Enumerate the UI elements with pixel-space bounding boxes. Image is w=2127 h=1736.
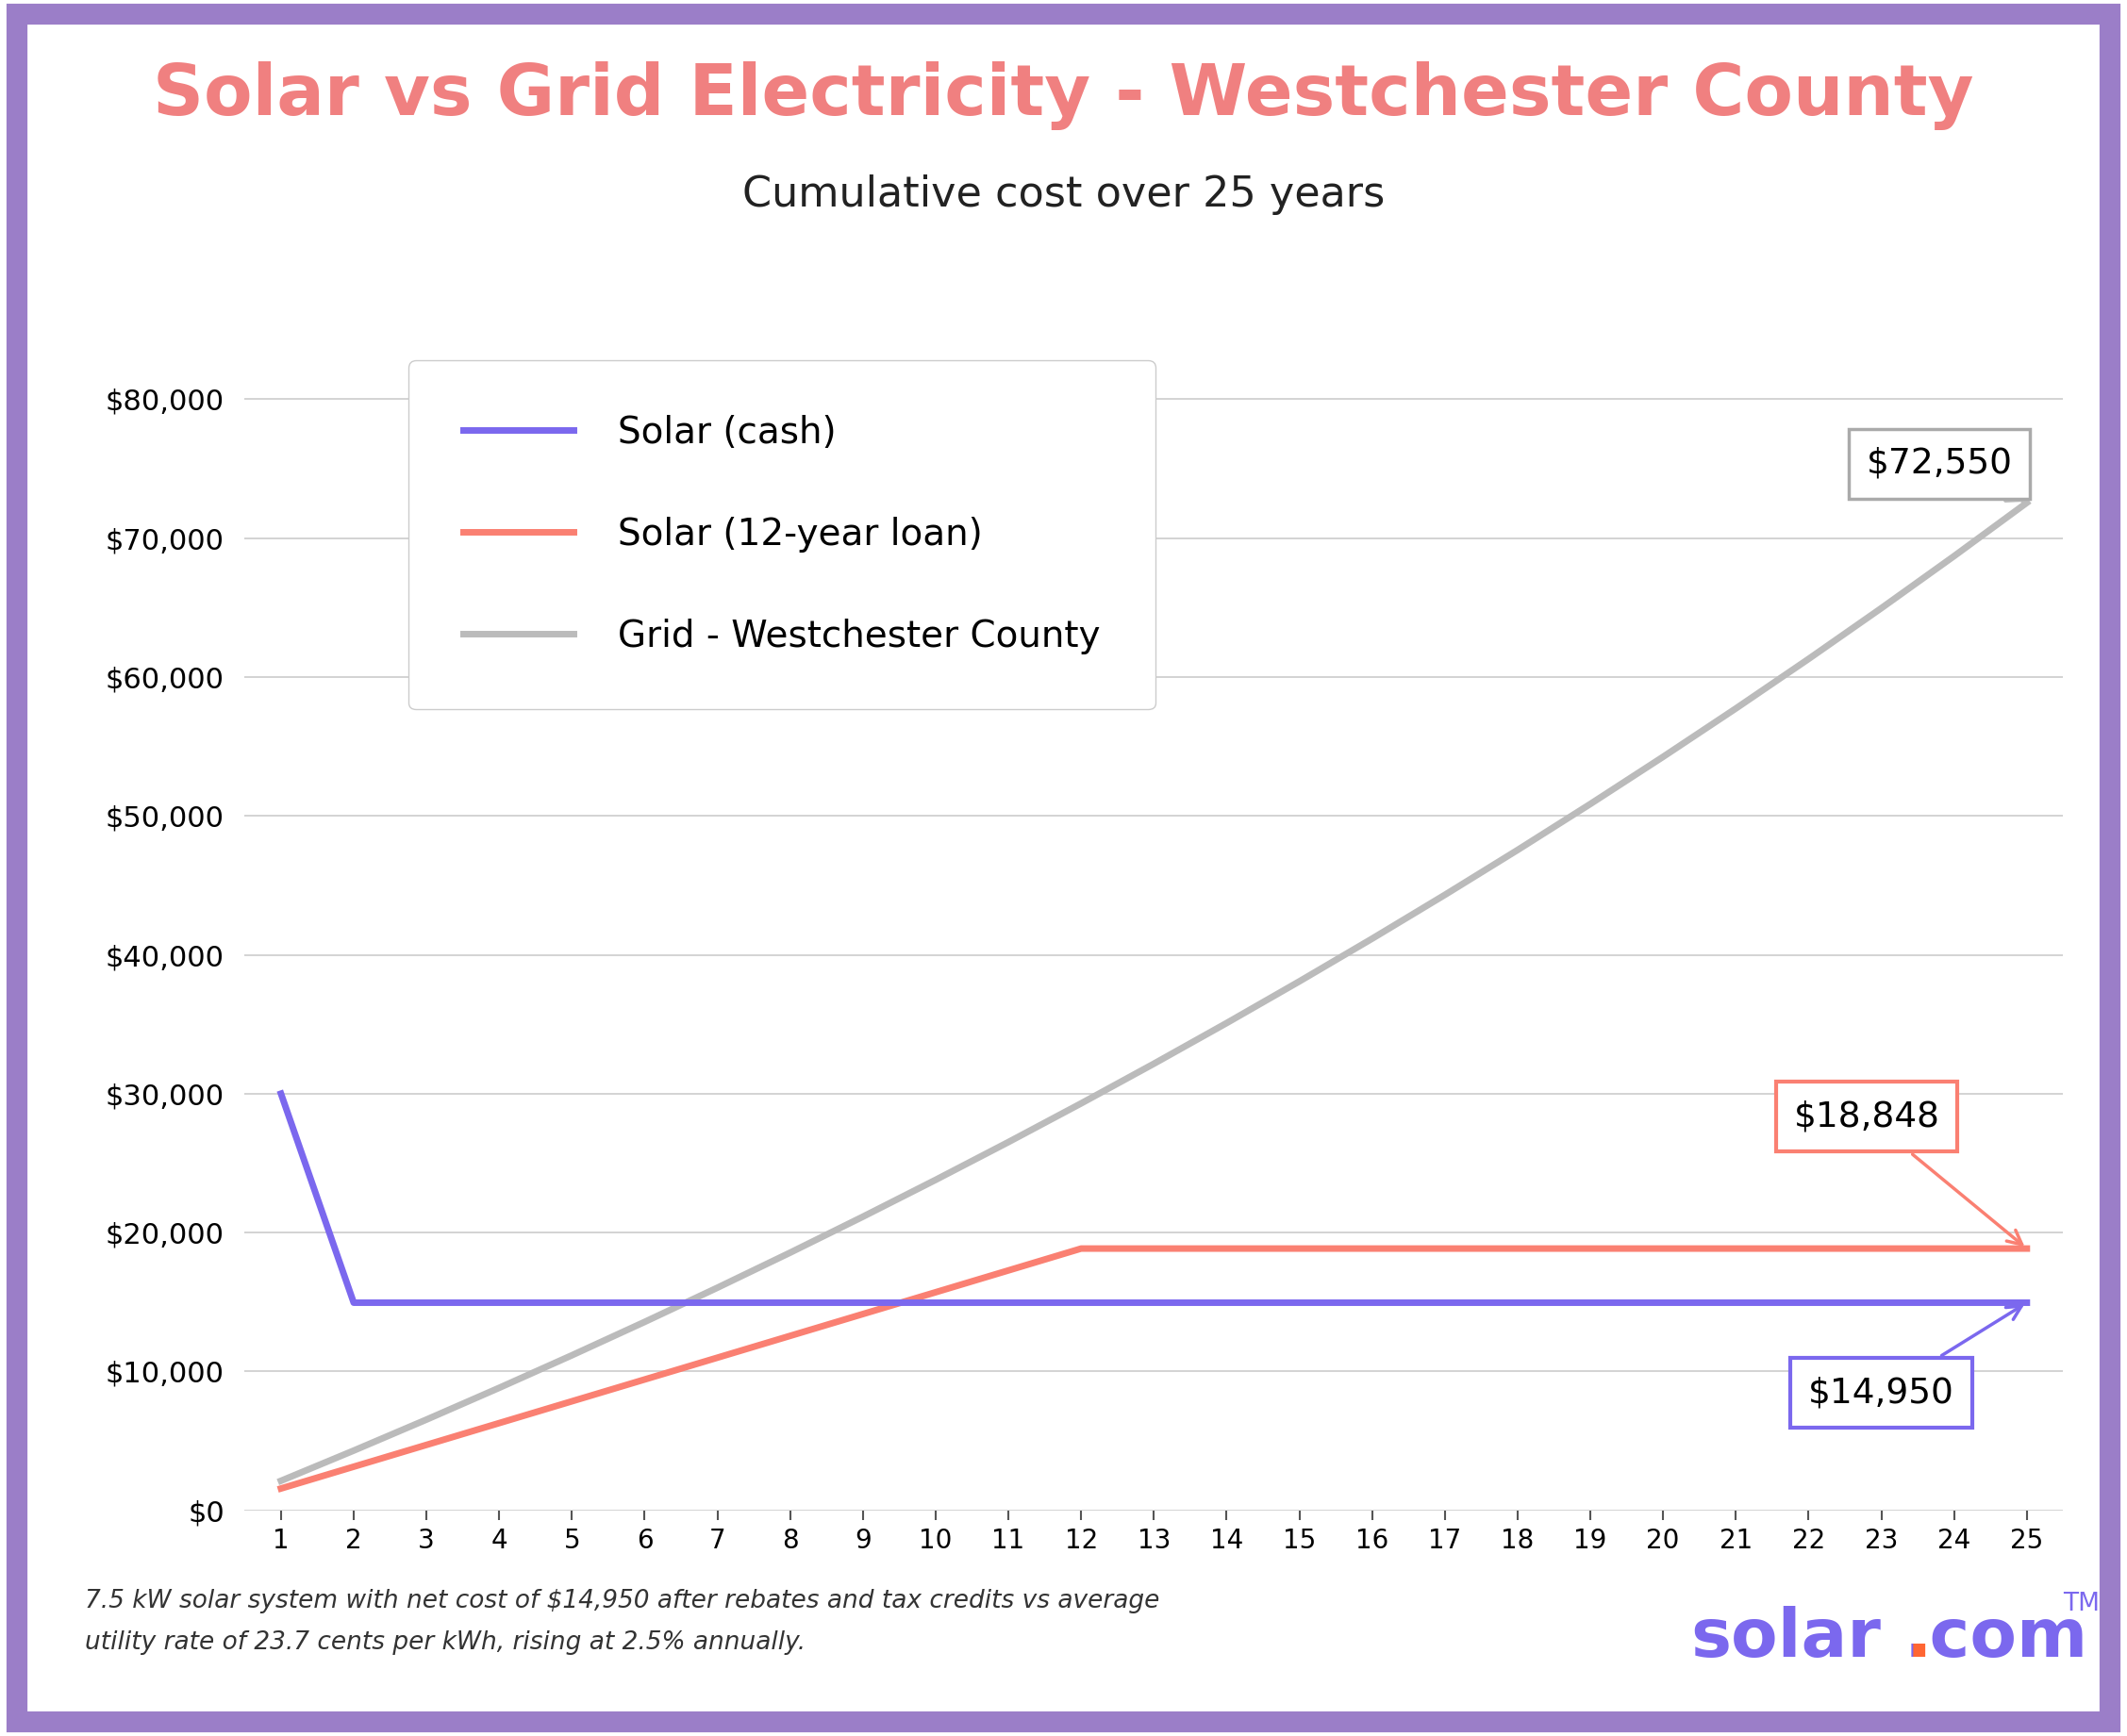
- Text: Solar vs Grid Electricity - Westchester County: Solar vs Grid Electricity - Westchester …: [153, 61, 1974, 130]
- Legend: Solar (cash), Solar (12-year loan), Grid - Westchester County: Solar (cash), Solar (12-year loan), Grid…: [408, 359, 1155, 710]
- Text: $14,950: $14,950: [1808, 1305, 2021, 1410]
- Text: $72,550: $72,550: [1865, 446, 2023, 502]
- Text: 7.5 kW solar system with net cost of $14,950 after rebates and tax credits vs av: 7.5 kW solar system with net cost of $14…: [85, 1588, 1159, 1654]
- Text: Cumulative cost over 25 years: Cumulative cost over 25 years: [742, 174, 1385, 215]
- Text: $18,848: $18,848: [1793, 1099, 2023, 1245]
- Text: TM: TM: [2063, 1592, 2099, 1616]
- Text: .com: .com: [1904, 1606, 2089, 1670]
- Text: solar: solar: [1691, 1606, 1882, 1670]
- Text: .: .: [1906, 1606, 1931, 1670]
